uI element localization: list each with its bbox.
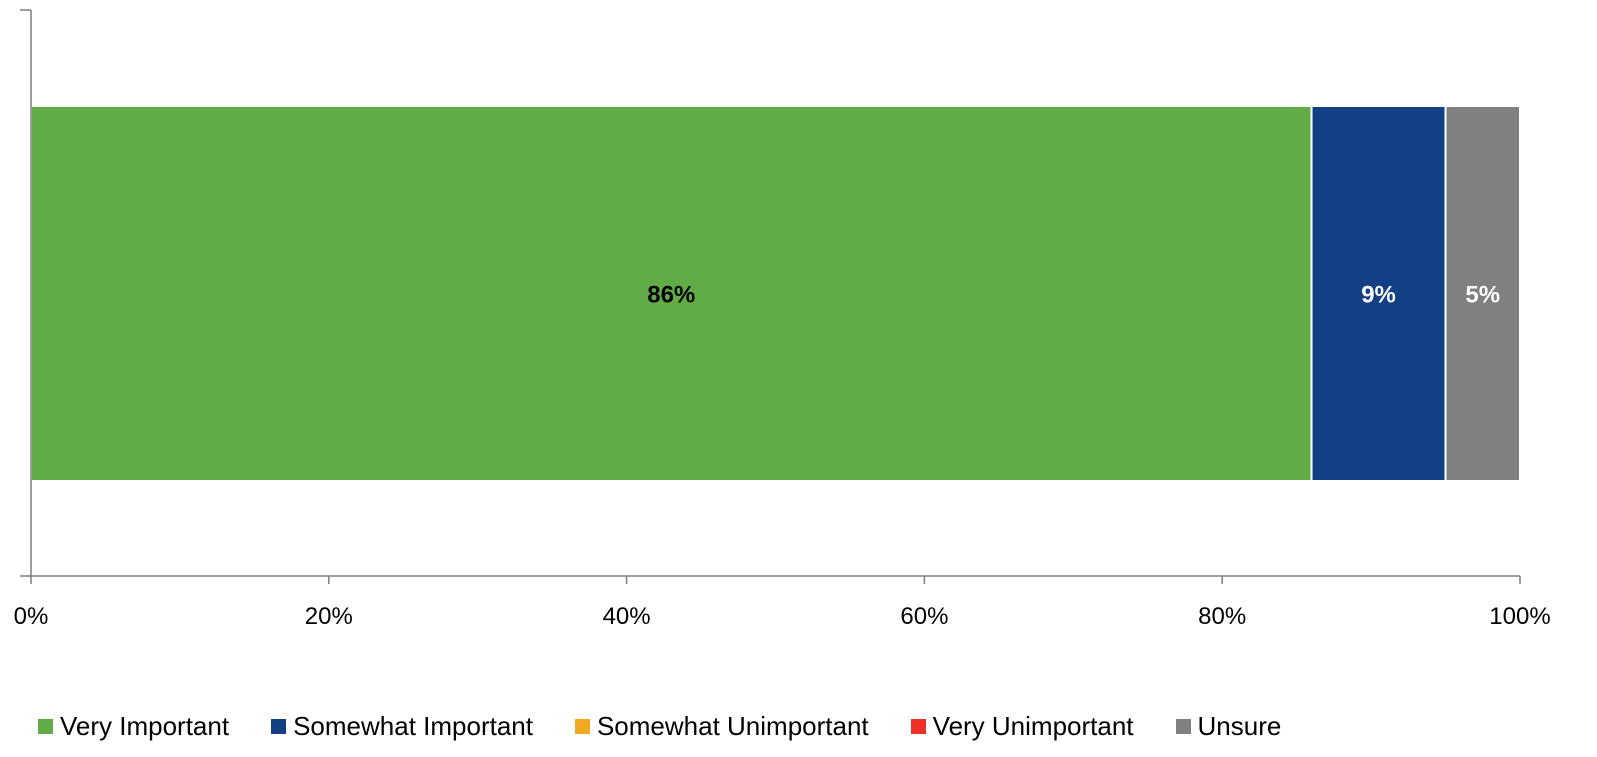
legend-item-very-important: Very Important	[38, 711, 229, 742]
legend-swatch	[271, 718, 287, 734]
legend-label: Very Important	[60, 710, 230, 741]
bar-segment-somewhat-important	[1310, 105, 1447, 482]
legend-swatch	[910, 718, 926, 734]
data-labels: 86% 9% 5%	[647, 282, 1500, 309]
legend-item-somewhat-important: Somewhat Important	[271, 711, 533, 742]
data-label-unsure: 5%	[1465, 282, 1500, 309]
legend-item-very-unimportant: Very Unimportant	[910, 710, 1134, 742]
legend-item-somewhat-unimportant: Somewhat Unimportant	[574, 710, 869, 742]
legend-swatch	[574, 718, 590, 734]
x-tick-label: 20%	[305, 603, 353, 630]
legend: Very Important Somewhat Important Somewhat…	[38, 708, 1323, 744]
x-axis-tick-labels: 0% 20% 40% 60% 80% 100%	[14, 603, 1551, 630]
legend-label: Somewhat Important	[293, 710, 533, 741]
legend-swatch	[1175, 718, 1191, 734]
legend-swatch	[38, 718, 53, 734]
axes	[20, 9, 1520, 577]
x-tick-label: 100%	[1489, 603, 1550, 630]
data-label-somewhat-important: 9%	[1361, 282, 1396, 309]
legend-label: Somewhat Unimportant	[596, 710, 869, 741]
bar-group	[30, 105, 1522, 482]
x-axis-ticks	[30, 576, 1521, 584]
data-label-very-important: 86%	[647, 282, 695, 309]
legend-label: Unsure	[1197, 710, 1282, 741]
x-tick-label: 80%	[1198, 603, 1246, 630]
bar-segment-unsure	[1444, 105, 1522, 482]
x-tick-label: 60%	[900, 603, 948, 630]
legend-item-unsure: Unsure	[1175, 710, 1282, 742]
x-tick-label: 40%	[603, 603, 651, 630]
bar-segment-very-important	[30, 105, 1313, 482]
legend-label: Very Unimportant	[932, 710, 1134, 741]
x-tick-label: 0%	[14, 603, 49, 630]
